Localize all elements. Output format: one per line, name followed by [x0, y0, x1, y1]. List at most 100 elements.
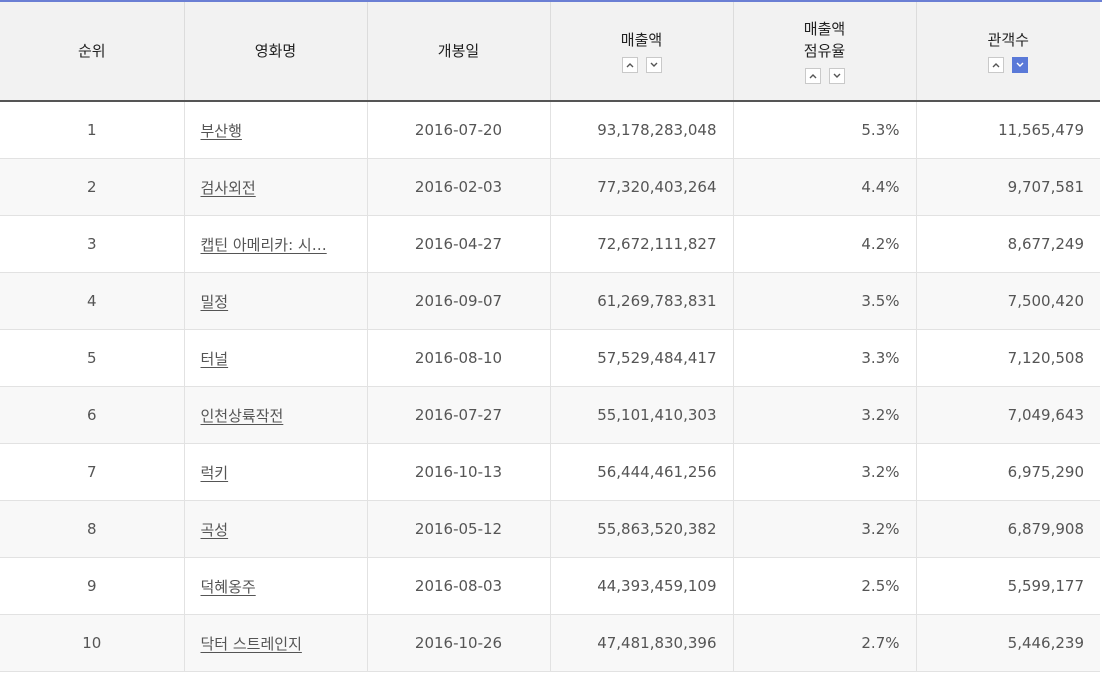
cell-rank: 5 [0, 329, 185, 387]
cell-title: 터널 [184, 329, 368, 387]
movie-title-link[interactable]: 캡틴 아메리카: 시… [200, 235, 327, 254]
cell-share: 4.4% [733, 158, 917, 216]
table-row: 5 터널 2016-08-10 57,529,484,417 3.3% 7,12… [0, 329, 1100, 387]
cell-rank: 6 [0, 386, 185, 444]
cell-sales: 55,863,520,382 [550, 500, 734, 558]
cell-title: 닥터 스트레인지 [184, 614, 368, 672]
cell-title: 캡틴 아메리카: 시… [184, 215, 368, 273]
cell-sales: 56,444,461,256 [550, 443, 734, 501]
cell-release: 2016-10-13 [367, 443, 551, 501]
cell-sales: 57,529,484,417 [550, 329, 734, 387]
movie-title-link[interactable]: 닥터 스트레인지 [200, 634, 302, 653]
share-sort-desc-button[interactable] [828, 68, 845, 84]
chevron-down-icon [833, 73, 840, 78]
chevron-up-icon [992, 63, 1000, 68]
movie-title-link[interactable]: 덕혜옹주 [200, 577, 256, 596]
cell-release: 2016-07-20 [367, 101, 551, 159]
cell-release: 2016-04-27 [367, 215, 551, 273]
table-row: 8 곡성 2016-05-12 55,863,520,382 3.2% 6,87… [0, 500, 1100, 558]
cell-audience: 5,446,239 [916, 614, 1100, 672]
chevron-down-icon [1016, 62, 1024, 67]
cell-audience: 11,565,479 [916, 101, 1100, 159]
chevron-down-icon [650, 62, 657, 67]
table-header: 순위 영화명 개봉일 매출액 [0, 2, 1100, 102]
cell-share: 3.5% [733, 272, 917, 330]
audience-sort-desc-button[interactable] [1012, 57, 1029, 73]
header-rank-label: 순위 [77, 42, 106, 60]
cell-release: 2016-09-07 [367, 272, 551, 330]
movie-title-link[interactable]: 럭키 [200, 463, 229, 482]
header-audience-label: 관객수 [987, 31, 1029, 49]
cell-rank: 10 [0, 614, 185, 672]
cell-title: 럭키 [184, 443, 368, 501]
cell-release: 2016-08-10 [367, 329, 551, 387]
header-sales-label: 매출액 [620, 31, 663, 49]
header-sales: 매출액 [550, 2, 734, 102]
chevron-up-icon [809, 74, 816, 79]
cell-title: 덕혜옹주 [184, 557, 368, 615]
cell-audience: 9,707,581 [916, 158, 1100, 216]
cell-audience: 6,975,290 [916, 443, 1100, 501]
cell-rank: 3 [0, 215, 185, 273]
cell-audience: 7,120,508 [916, 329, 1100, 387]
chevron-up-icon [626, 63, 633, 68]
header-rank: 순위 [0, 2, 185, 102]
header-release: 개봉일 [367, 2, 551, 102]
sales-sort-desc-button[interactable] [645, 57, 662, 73]
cell-share: 4.2% [733, 215, 917, 273]
cell-rank: 9 [0, 557, 185, 615]
table-row: 10 닥터 스트레인지 2016-10-26 47,481,830,396 2.… [0, 614, 1100, 672]
header-share-label-line2: 점유율 [803, 42, 846, 60]
cell-audience: 6,879,908 [916, 500, 1100, 558]
cell-sales: 55,101,410,303 [550, 386, 734, 444]
cell-sales: 72,672,111,827 [550, 215, 734, 273]
movie-title-link[interactable]: 검사외전 [200, 178, 256, 197]
header-share-label-line1: 매출액 [803, 20, 846, 38]
sales-sort-asc-button[interactable] [621, 57, 638, 73]
audience-sort-asc-button[interactable] [988, 57, 1005, 73]
header-audience: 관객수 [916, 2, 1100, 102]
cell-release: 2016-10-26 [367, 614, 551, 672]
table-row: 9 덕혜옹주 2016-08-03 44,393,459,109 2.5% 5,… [0, 557, 1100, 615]
header-title-label: 영화명 [254, 42, 297, 60]
table-row: 1 부산행 2016-07-20 93,178,283,048 5.3% 11,… [0, 101, 1100, 159]
cell-title: 곡성 [184, 500, 368, 558]
cell-audience: 7,049,643 [916, 386, 1100, 444]
cell-share: 2.5% [733, 557, 917, 615]
cell-release: 2016-02-03 [367, 158, 551, 216]
table-row: 2 검사외전 2016-02-03 77,320,403,264 4.4% 9,… [0, 158, 1100, 216]
cell-release: 2016-07-27 [367, 386, 551, 444]
cell-share: 3.3% [733, 329, 917, 387]
table-body: 1 부산행 2016-07-20 93,178,283,048 5.3% 11,… [0, 101, 1100, 672]
cell-rank: 7 [0, 443, 185, 501]
cell-release: 2016-08-03 [367, 557, 551, 615]
cell-rank: 4 [0, 272, 185, 330]
audience-sort-controls [988, 57, 1029, 73]
cell-audience: 7,500,420 [916, 272, 1100, 330]
cell-share: 3.2% [733, 386, 917, 444]
movie-title-link[interactable]: 밀정 [200, 292, 229, 311]
header-row: 순위 영화명 개봉일 매출액 [0, 2, 1100, 102]
movie-title-link[interactable]: 인천상륙작전 [200, 406, 284, 425]
cell-title: 검사외전 [184, 158, 368, 216]
cell-share: 2.7% [733, 614, 917, 672]
movie-title-link[interactable]: 곡성 [200, 520, 229, 539]
share-sort-controls [804, 68, 845, 84]
sales-sort-controls [621, 57, 662, 73]
share-sort-asc-button[interactable] [804, 68, 821, 84]
cell-release: 2016-05-12 [367, 500, 551, 558]
table-row: 6 인천상륙작전 2016-07-27 55,101,410,303 3.2% … [0, 386, 1100, 444]
movie-title-link[interactable]: 부산행 [200, 121, 242, 140]
cell-title: 부산행 [184, 101, 368, 159]
cell-audience: 5,599,177 [916, 557, 1100, 615]
header-title: 영화명 [184, 2, 368, 102]
cell-title: 인천상륙작전 [184, 386, 368, 444]
cell-share: 5.3% [733, 101, 917, 159]
table-row: 7 럭키 2016-10-13 56,444,461,256 3.2% 6,97… [0, 443, 1100, 501]
movie-title-link[interactable]: 터널 [200, 349, 229, 368]
header-release-label: 개봉일 [437, 42, 480, 60]
cell-sales: 93,178,283,048 [550, 101, 734, 159]
cell-rank: 1 [0, 101, 185, 159]
